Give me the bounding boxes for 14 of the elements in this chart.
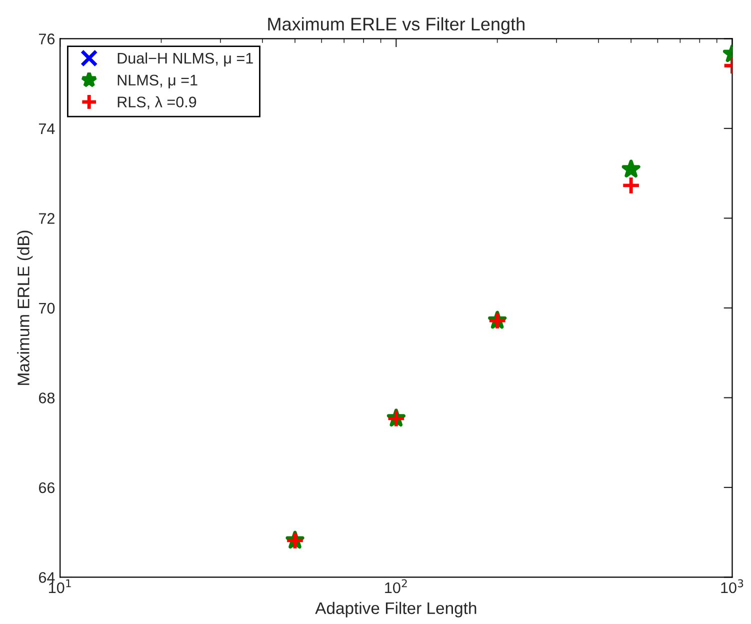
chart-title: Maximum ERLE vs Filter Length — [268, 17, 524, 34]
x-axis-title: Adaptive Filter Length — [315, 602, 476, 618]
x-tick-label: 10$^{2}$ — [385, 579, 407, 594]
x-tick-label: 10$^{3}$ — [721, 579, 744, 594]
y-tick-label: 74 — [39, 123, 55, 134]
y-tick-label: 70 — [39, 302, 55, 314]
y-tick-label: 76 — [39, 34, 55, 44]
legend-label: Dual−H NLMS, μ =1 — [118, 52, 253, 66]
y-axis-title: Maximum ERLE (dB) — [17, 230, 33, 385]
legend-label: RLS, λ =0.9 — [118, 96, 196, 110]
y-tick-label: 66 — [39, 482, 55, 494]
legend-label: NLMS, μ =1 — [118, 74, 198, 88]
y-tick-label: 68 — [39, 392, 55, 404]
y-tick-label: 72 — [39, 213, 54, 224]
